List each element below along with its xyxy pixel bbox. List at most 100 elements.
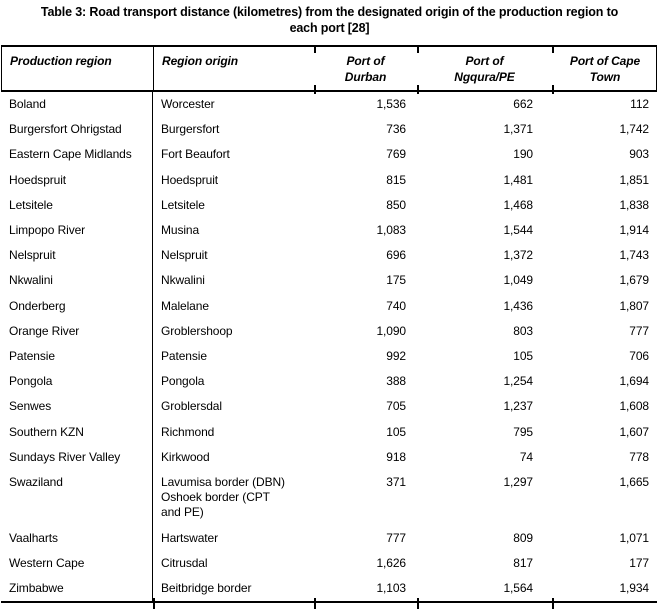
ngqura-pe-distance-cell: 1,564 — [503, 581, 533, 596]
cape-town-distance-cell: 777 — [629, 323, 649, 338]
durban-distance-cell: 740 — [386, 298, 406, 313]
column-border-tick — [417, 85, 419, 94]
durban-distance-cell: 1,103 — [376, 581, 406, 596]
cape-town-distance-cell: 903 — [629, 147, 649, 162]
production-region-cell: Boland — [1, 92, 153, 118]
durban-distance-cell: 777 — [386, 530, 406, 545]
ngqura-pe-distance-cell: 817 — [513, 555, 533, 570]
column-border-tick — [552, 45, 554, 53]
cape-town-distance-cell: 706 — [629, 349, 649, 364]
table-row: Western Cape Citrusdal 1,626 817 177 — [1, 550, 657, 577]
cape-town-distance-cell: 778 — [629, 449, 649, 464]
region-origin-cell: Patensie — [161, 349, 207, 364]
region-origin-cell: Malelane — [161, 298, 209, 313]
table-row: Southern KZN Richmond 105 795 1,607 — [1, 419, 657, 445]
production-region-cell: Zimbabwe — [1, 576, 153, 602]
column-border-tick — [153, 598, 155, 609]
ngqura-pe-distance-cell: 1,468 — [503, 197, 533, 212]
ngqura-pe-distance-cell: 1,372 — [503, 248, 533, 263]
region-origin-cell: Pongola — [161, 374, 205, 389]
ngqura-pe-distance-cell: 1,544 — [503, 223, 533, 238]
column-border-tick — [417, 45, 419, 53]
ngqura-pe-distance-cell: 1,049 — [503, 273, 533, 288]
table-row: Orange River Groblershoop 1,090 803 777 — [1, 318, 657, 345]
region-origin-cell: Citrusdal — [161, 555, 208, 570]
region-origin-cell: Fort Beaufort — [161, 147, 230, 162]
durban-distance-cell: 815 — [386, 172, 406, 187]
table-row: Nelspruit Nelspruit 696 1,372 1,743 — [1, 243, 657, 269]
cape-town-distance-cell: 1,665 — [619, 475, 649, 490]
durban-distance-cell: 918 — [386, 449, 406, 464]
ngqura-pe-distance-cell: 1,254 — [503, 374, 533, 389]
region-origin-cell: Worcester — [161, 97, 215, 111]
column-border-tick — [314, 45, 316, 53]
table-row: Patensie Patensie 992 105 706 — [1, 344, 657, 370]
region-origin-cell: Lavumisa border (DBN) Oshoek border (CPT… — [161, 475, 285, 520]
ngqura-pe-distance-cell: 74 — [519, 449, 533, 464]
production-region-cell: Burgersfort Ohrigstad — [1, 117, 153, 143]
production-region-cell: Nelspruit — [1, 243, 153, 269]
production-region-cell: Limpopo River — [1, 218, 153, 244]
table-row: Swaziland Lavumisa border (DBN) Oshoek bo… — [1, 470, 657, 526]
column-border-tick — [314, 598, 316, 609]
cape-town-distance-cell: 1,607 — [619, 424, 649, 439]
table-row: Vaalharts Hartswater 777 809 1,071 — [1, 525, 657, 551]
region-origin-cell: Nkwalini — [161, 273, 205, 288]
column-header-port-ngqura-pe: Port of Ngqura/PE — [454, 54, 515, 84]
durban-distance-cell: 705 — [386, 399, 406, 414]
ngqura-pe-distance-cell: 795 — [513, 424, 533, 439]
cape-town-distance-cell: 1,679 — [619, 273, 649, 288]
durban-distance-cell: 850 — [386, 197, 406, 212]
region-origin-cell: Musina — [161, 223, 200, 238]
cape-town-distance-cell: 1,914 — [619, 223, 649, 238]
cape-town-distance-cell: 1,608 — [619, 399, 649, 414]
table-row: Senwes Groblersdal 705 1,237 1,608 — [1, 394, 657, 420]
column-header-port-cape-town: Port of Cape Town — [569, 54, 641, 84]
production-region-cell: Senwes — [1, 394, 153, 420]
durban-distance-cell: 736 — [386, 122, 406, 137]
production-region-cell: Western Cape — [1, 550, 153, 577]
table-row: Letsitele Letsitele 850 1,468 1,838 — [1, 192, 657, 219]
durban-distance-cell: 1,083 — [376, 223, 406, 238]
production-region-cell: Sundays River Valley — [1, 444, 153, 471]
production-region-cell: Hoedspruit — [1, 167, 153, 193]
cape-town-distance-cell: 1,838 — [619, 197, 649, 212]
column-border-tick — [314, 85, 316, 94]
production-region-cell: Patensie — [1, 344, 153, 370]
durban-distance-cell: 175 — [386, 273, 406, 288]
production-region-cell: Vaalharts — [1, 525, 153, 551]
region-origin-cell: Groblersdal — [161, 399, 222, 414]
durban-distance-cell: 769 — [386, 147, 406, 162]
ngqura-pe-distance-cell: 662 — [513, 97, 533, 111]
durban-distance-cell: 1,626 — [376, 555, 406, 570]
table-row: Pongola Pongola 388 1,254 1,694 — [1, 369, 657, 395]
table-row: Onderberg Malelane 740 1,436 1,807 — [1, 293, 657, 319]
cape-town-distance-cell: 1,743 — [619, 248, 649, 263]
table-row: Boland Worcester 1,536 662 112 — [1, 92, 657, 118]
region-origin-cell: Burgersfort — [161, 122, 220, 137]
table-row: Zimbabwe Beitbridge border 1,103 1,564 1,934 — [1, 576, 657, 602]
table-header-row: Production region Region origin Port of Du… — [1, 45, 657, 92]
table-row: Burgersfort Ohrigstad Burgersfort 736 1,371… — [1, 117, 657, 143]
durban-distance-cell: 696 — [386, 248, 406, 263]
production-region-cell: Swaziland — [1, 470, 153, 526]
durban-distance-cell: 992 — [386, 349, 406, 364]
column-header-region-origin: Region origin — [162, 54, 239, 68]
production-region-cell: Onderberg — [1, 293, 153, 319]
cape-town-distance-cell: 1,694 — [619, 374, 649, 389]
table-caption: Table 3: Road transport distance (kilome… — [40, 5, 619, 35]
table-row: Eastern Cape Midlands Fort Beaufort 769 190… — [1, 142, 657, 168]
cape-town-distance-cell: 1,742 — [619, 122, 649, 137]
ngqura-pe-distance-cell: 1,297 — [503, 475, 533, 490]
region-origin-cell: Hartswater — [161, 530, 219, 545]
column-header-port-durban: Port of Durban — [344, 54, 387, 84]
region-origin-cell: Letsitele — [161, 197, 205, 212]
ngqura-pe-distance-cell: 803 — [513, 323, 533, 338]
region-origin-cell: Groblershoop — [161, 323, 233, 338]
region-origin-cell: Nelspruit — [161, 248, 208, 263]
ngqura-pe-distance-cell: 809 — [513, 530, 533, 545]
cape-town-distance-cell: 112 — [630, 97, 649, 111]
region-origin-cell: Hoedspruit — [161, 172, 219, 187]
column-border-tick — [417, 598, 419, 609]
